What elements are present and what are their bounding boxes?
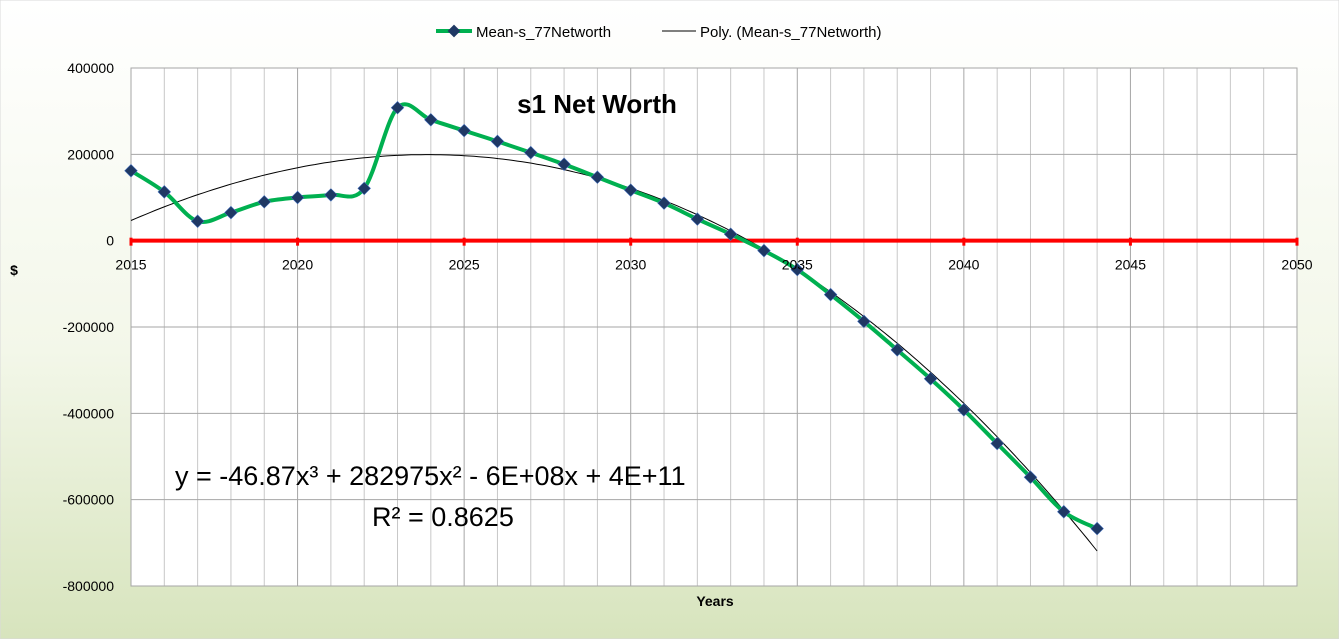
- legend-series-label: Mean-s_77Networth: [476, 24, 611, 41]
- data-point: [1023, 470, 1038, 484]
- y-tick-label: -400000: [63, 405, 115, 421]
- x-tick-label: 2050: [1281, 257, 1312, 273]
- y-tick-label: 200000: [67, 146, 114, 162]
- data-point: [957, 403, 971, 417]
- x-axis-title: Years: [696, 593, 734, 609]
- data-point: [823, 287, 838, 302]
- data-point: [623, 183, 638, 197]
- data-point: [257, 195, 271, 209]
- data-point: [190, 214, 205, 228]
- data-point: [357, 181, 371, 196]
- data-point: [1057, 505, 1071, 519]
- y-tick-label: -200000: [63, 319, 115, 335]
- y-tick-label: 400000: [67, 60, 114, 76]
- data-point: [324, 188, 338, 202]
- data-point: [690, 212, 705, 226]
- data-point: [490, 134, 505, 149]
- x-tick-label: 2040: [948, 257, 979, 273]
- data-point: [790, 262, 805, 277]
- chart-title: s1 Net Worth: [517, 89, 677, 119]
- x-tick-label: 2015: [115, 257, 146, 273]
- legend-trend-label: Poly. (Mean-s_77Networth): [700, 24, 881, 41]
- y-tick-label: -600000: [63, 492, 115, 508]
- data-point: [990, 436, 1004, 451]
- data-point: [424, 113, 438, 127]
- data-point: [524, 145, 538, 160]
- data-point: [124, 164, 138, 178]
- data-point: [457, 123, 471, 138]
- data-point: [557, 157, 571, 171]
- x-tick-label: 2020: [282, 257, 313, 273]
- data-point: [723, 227, 738, 241]
- data-point: [923, 372, 938, 386]
- x-tick-label: 2025: [449, 257, 480, 273]
- data-point: [757, 243, 771, 258]
- data-point: [590, 170, 605, 184]
- y-axis-title: $: [10, 262, 18, 278]
- data-point: [657, 196, 671, 210]
- data-point: [390, 100, 405, 115]
- data-point: [857, 314, 871, 329]
- data-point: [290, 190, 305, 205]
- legend-series-marker: [447, 24, 461, 38]
- legend: Mean-s_77Networth Poly. (Mean-s_77Networ…: [436, 24, 881, 41]
- data-point: [157, 185, 172, 199]
- y-tick-label: -800000: [63, 578, 115, 594]
- trendline-r-squared: R² = 0.8625: [372, 502, 514, 532]
- data-point: [224, 205, 238, 220]
- trendline-equation: y = -46.87x³ + 282975x² - 6E+08x + 4E+11: [175, 461, 686, 491]
- x-tick-label: 2045: [1115, 257, 1146, 273]
- data-point: [890, 343, 904, 357]
- y-tick-label: 0: [106, 233, 114, 249]
- plot-border: [130, 67, 1298, 587]
- x-tick-label: 2030: [615, 257, 646, 273]
- data-point: [1090, 521, 1104, 536]
- x-tick-label: 2035: [782, 257, 813, 273]
